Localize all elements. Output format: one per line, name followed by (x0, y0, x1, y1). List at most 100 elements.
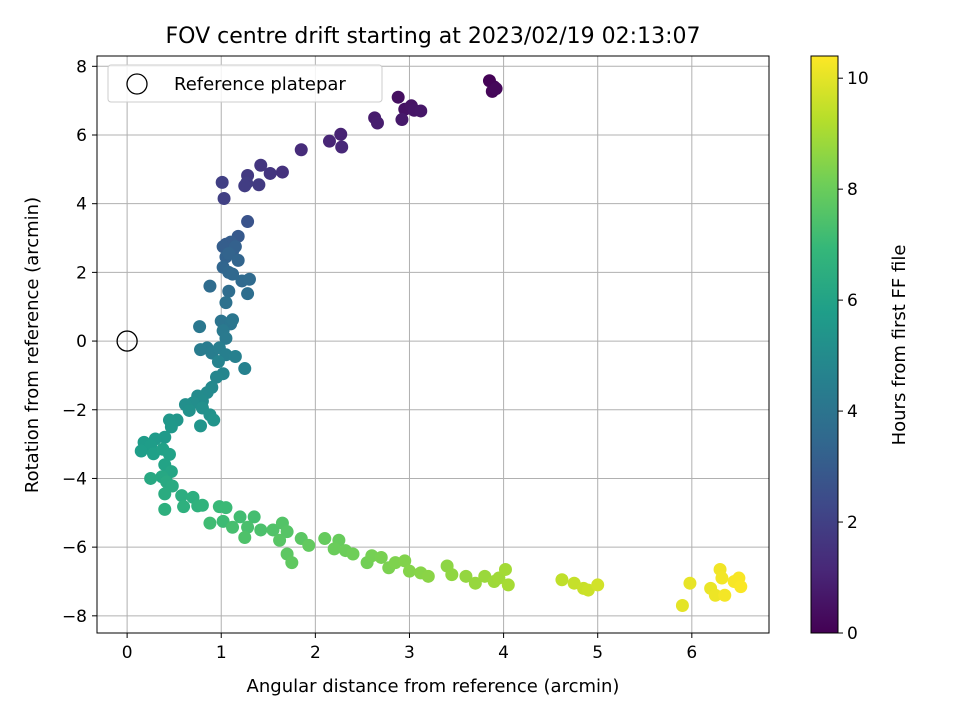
legend-marker-icon (126, 73, 148, 95)
data-point (233, 510, 247, 524)
y-tick-label: 2 (76, 263, 87, 283)
y-tick-label: −6 (62, 538, 87, 558)
data-point (414, 104, 428, 118)
data-point (195, 498, 209, 512)
data-point (238, 531, 252, 545)
x-tick-label: 6 (686, 643, 697, 663)
data-points (134, 74, 748, 613)
data-point (182, 403, 196, 417)
y-tick-label: 8 (76, 57, 87, 77)
chart-title: FOV centre drift starting at 2023/02/19 … (166, 24, 701, 49)
data-point (222, 284, 236, 298)
colorbar-tick-label: 4 (847, 402, 858, 422)
data-point (215, 175, 229, 189)
data-point (144, 471, 158, 485)
y-axis-label: Rotation from reference (arcmin) (22, 197, 43, 493)
data-point (193, 320, 207, 334)
y-tick-label: −4 (62, 469, 87, 489)
data-point (252, 178, 266, 192)
colorbar-ticks: 0 2 4 6 8 10 (838, 69, 869, 644)
colorbar-tick-label: 10 (847, 69, 869, 89)
data-point (207, 413, 221, 427)
legend: Reference platepar (107, 64, 383, 103)
data-point (459, 569, 473, 583)
data-point (219, 501, 233, 515)
data-point (211, 355, 225, 369)
data-point (591, 578, 605, 592)
colorbar-gradient (810, 55, 839, 634)
data-point (134, 444, 148, 458)
reference-marker (116, 330, 138, 352)
data-point (280, 525, 294, 539)
colorbar-label: Hours from first FF file (889, 245, 910, 446)
data-point (216, 514, 230, 528)
data-point (242, 272, 256, 286)
data-point (489, 82, 503, 96)
data-point (158, 487, 172, 501)
y-tick-label: 0 (76, 332, 87, 352)
colorbar: 0 2 4 6 8 10 Hours from first FF file (810, 55, 910, 644)
data-point (231, 253, 245, 267)
data-point (203, 279, 217, 293)
y-tick-label: 4 (76, 195, 87, 215)
data-point (226, 313, 240, 327)
colorbar-tick-label: 0 (847, 624, 858, 644)
data-point (266, 523, 280, 537)
data-point (335, 140, 349, 154)
y-tick-label: −2 (62, 401, 87, 421)
data-point (217, 192, 231, 206)
data-point (555, 573, 569, 587)
data-point (254, 523, 268, 537)
data-point (247, 510, 261, 524)
data-point (302, 538, 316, 552)
data-point (219, 296, 233, 310)
data-point (241, 520, 255, 534)
legend-label: Reference platepar (174, 74, 346, 95)
x-axis-ticks: 0 1 2 3 4 5 6 (122, 633, 697, 663)
data-point (421, 569, 435, 583)
x-tick-label: 2 (310, 643, 321, 663)
data-point (238, 362, 252, 376)
reference-point (116, 330, 138, 352)
data-point (334, 127, 348, 141)
data-point (228, 350, 242, 364)
data-point (398, 554, 412, 568)
data-point (294, 143, 308, 157)
data-point (718, 588, 732, 602)
data-point (238, 179, 252, 193)
data-point (194, 343, 208, 357)
data-point (708, 588, 722, 602)
x-tick-label: 0 (122, 643, 133, 663)
y-tick-label: 6 (76, 126, 87, 146)
data-point (445, 568, 459, 582)
legend-box (107, 64, 383, 103)
x-tick-label: 5 (592, 643, 603, 663)
data-point (177, 500, 191, 514)
data-point (273, 533, 287, 547)
data-point (194, 419, 208, 433)
y-tick-label: −8 (62, 607, 87, 627)
data-point (275, 165, 289, 179)
data-point (402, 564, 416, 578)
x-tick-label: 4 (498, 643, 509, 663)
data-point (327, 542, 341, 556)
data-point (162, 447, 176, 461)
colorbar-tick-label: 8 (847, 180, 858, 200)
data-point (164, 420, 178, 434)
data-point (254, 158, 268, 172)
data-point (241, 287, 255, 301)
data-point (219, 331, 233, 345)
data-point (498, 562, 512, 576)
data-point (263, 166, 277, 180)
x-tick-label: 1 (216, 643, 227, 663)
data-point (391, 90, 405, 104)
data-point (210, 370, 224, 384)
data-point (683, 576, 697, 590)
x-axis-label: Angular distance from reference (arcmin) (247, 676, 620, 697)
data-point (285, 556, 299, 570)
data-point (226, 520, 240, 534)
plot-frame (96, 55, 770, 634)
data-point (395, 113, 409, 127)
data-point (468, 576, 482, 590)
